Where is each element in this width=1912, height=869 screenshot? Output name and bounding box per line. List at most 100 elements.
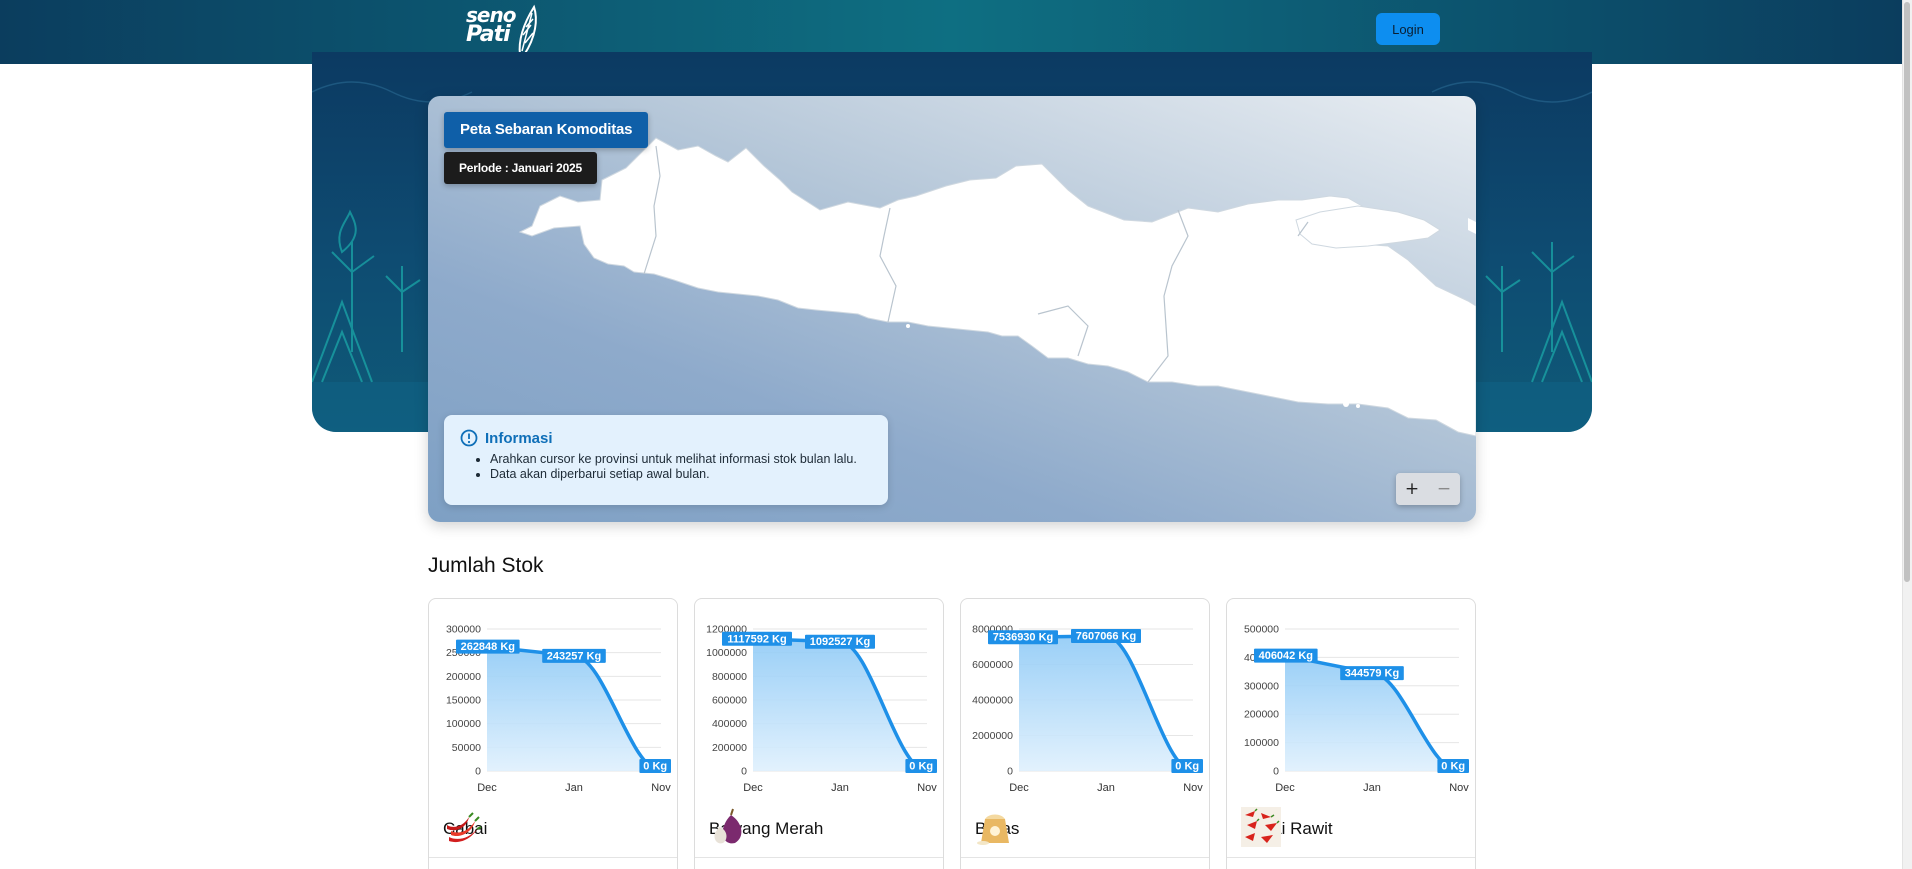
x-tick-label: Dec xyxy=(1009,782,1029,794)
x-tick-label: Nov xyxy=(651,782,671,794)
zoom-out-button[interactable]: − xyxy=(1428,473,1460,505)
data-label-text: 0 Kg xyxy=(643,761,667,773)
y-tick-label: 2000000 xyxy=(972,730,1013,742)
chili-icon xyxy=(447,812,482,843)
data-label: 7607066 Kg xyxy=(1071,628,1141,643)
scrollbar-thumb[interactable] xyxy=(1904,2,1910,582)
y-tick-label: 800000 xyxy=(712,671,747,683)
y-tick-label: 600000 xyxy=(712,695,747,707)
data-label-bg xyxy=(1254,648,1318,663)
info-title: Informasi xyxy=(485,429,553,447)
data-label: 243257 Kg xyxy=(542,648,606,663)
leaf-emblem-icon xyxy=(518,4,537,56)
data-label-text: 7536930 Kg xyxy=(993,632,1054,644)
stock-card-cabai-rawit[interactable]: 0100000200000300000400000500000DecJanNov… xyxy=(1226,598,1476,869)
x-tick-label: Jan xyxy=(1097,782,1115,794)
data-label: 406042 Kg xyxy=(1254,648,1318,663)
y-tick-label: 150000 xyxy=(446,695,481,707)
zoom-controls: + − xyxy=(1396,473,1460,505)
y-tick-label: 300000 xyxy=(1244,680,1279,692)
stock-card-cabai[interactable]: 050000100000150000200000250000300000DecJ… xyxy=(428,598,678,869)
data-label-text: 406042 Kg xyxy=(1259,650,1313,662)
y-tick-label: 0 xyxy=(741,766,747,778)
logo-text-line1: seno xyxy=(466,3,516,27)
data-label: 0 Kg xyxy=(1437,759,1469,773)
x-tick-label: Jan xyxy=(1363,782,1381,794)
data-label-bg xyxy=(456,639,520,654)
y-tick-label: 400000 xyxy=(712,718,747,730)
stock-section-title: Jumlah Stok xyxy=(428,554,544,577)
card-divider xyxy=(961,857,1209,858)
data-label-text: 1092527 Kg xyxy=(810,636,871,648)
y-tick-label: 0 xyxy=(475,766,481,778)
y-tick-label: 0 xyxy=(1007,766,1013,778)
stock-card-beras[interactable]: 0 2000000 4000000 6000000 8000000 Dec Jan Nov 75… xyxy=(960,598,1210,869)
data-label-bg xyxy=(542,648,606,663)
info-item: Arahkan cursor ke provinsi untuk melihat… xyxy=(490,452,872,467)
data-label-text: 262848 Kg xyxy=(461,641,515,653)
province-borders xyxy=(643,145,1309,383)
data-label: 0 Kg xyxy=(1171,759,1203,773)
card-divider xyxy=(429,857,677,858)
data-label-text: 243257 Kg xyxy=(547,650,601,662)
area-fill xyxy=(753,638,927,771)
x-tick-label: Jan xyxy=(831,782,849,794)
java-island-region[interactable] xyxy=(518,137,1476,437)
info-list: Arahkan cursor ke provinsi untuk melihat… xyxy=(460,452,872,482)
stock-card-bawang-merah[interactable]: 0 200000 400000 600000 800000 1000000 1200000 D… xyxy=(694,598,944,869)
data-label: 0 Kg xyxy=(905,759,937,773)
data-label-text: 1117592 Kg xyxy=(727,633,786,645)
bird-eye-chili-icon xyxy=(1241,807,1281,847)
y-tick-label: 50000 xyxy=(452,742,481,754)
info-circle-icon xyxy=(460,429,478,447)
java-map[interactable] xyxy=(428,96,1476,522)
data-label: 1092527 Kg xyxy=(805,634,875,649)
y-tick-label: 0 xyxy=(1273,766,1279,778)
x-tick-label: Dec xyxy=(743,782,763,794)
data-label-text: 344579 Kg xyxy=(1345,668,1399,680)
x-tick-label: Dec xyxy=(1275,782,1295,794)
commodity-map-card: Peta Sebaran Komoditas Perlode : Januari… xyxy=(428,96,1476,522)
y-tick-label: 4000000 xyxy=(972,695,1013,707)
login-button[interactable]: Login xyxy=(1376,13,1440,45)
x-tick-label: Jan xyxy=(565,782,583,794)
y-tick-label: 6000000 xyxy=(972,659,1013,671)
stock-chart-bawang-merah: 020000040000060000080000010000001200000D… xyxy=(706,624,937,795)
data-label-text: 0 Kg xyxy=(1175,761,1199,773)
area-fill xyxy=(1019,635,1193,771)
data-label-bg xyxy=(1437,759,1469,773)
data-label-bg xyxy=(722,631,792,646)
y-tick-label: 1000000 xyxy=(706,647,747,659)
area-fill xyxy=(1285,655,1459,771)
y-tick-label: 200000 xyxy=(446,671,481,683)
y-tick-label: 200000 xyxy=(1244,709,1279,721)
y-tick-label: 100000 xyxy=(446,718,481,730)
senopati-logo[interactable]: seno Pati xyxy=(466,3,542,57)
madura-island-region[interactable] xyxy=(1295,205,1441,249)
card-divider xyxy=(695,857,943,858)
logo-text-line2: Pati xyxy=(466,22,511,47)
area-fill xyxy=(487,646,661,771)
y-tick-label: 100000 xyxy=(1244,737,1279,749)
info-item: Data akan diperbarui setiap awal bulan. xyxy=(490,467,872,482)
data-label: 344579 Kg xyxy=(1340,666,1404,681)
data-label-text: 7607066 Kg xyxy=(1076,630,1137,642)
data-label-bg xyxy=(905,759,937,773)
data-label-text: 0 Kg xyxy=(909,761,933,773)
y-tick-label: 200000 xyxy=(712,742,747,754)
data-label-bg xyxy=(639,759,671,773)
x-tick-label: Nov xyxy=(1183,782,1203,794)
data-label-bg xyxy=(1071,628,1141,643)
info-panel: Informasi Arahkan cursor ke provinsi unt… xyxy=(444,415,888,505)
zoom-in-button[interactable]: + xyxy=(1396,473,1428,505)
data-label-bg xyxy=(1171,759,1203,773)
stock-chart-cabai: 050000100000150000200000250000300000DecJ… xyxy=(446,624,671,795)
data-label-bg xyxy=(805,634,875,649)
x-tick-label: Nov xyxy=(917,782,937,794)
shallot-icon xyxy=(714,808,742,844)
data-label-bg xyxy=(1340,666,1404,681)
card-divider xyxy=(1227,857,1475,858)
data-label: 262848 Kg xyxy=(456,639,520,654)
data-label: 7536930 Kg xyxy=(988,630,1058,645)
